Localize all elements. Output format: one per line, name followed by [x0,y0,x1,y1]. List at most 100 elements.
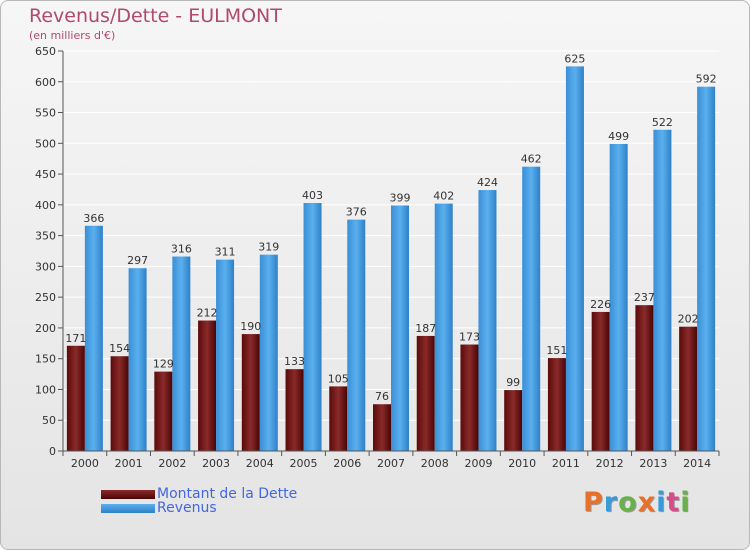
bar-debt [66,345,85,451]
bar-debt [591,311,610,451]
bar-revenus [697,86,716,451]
data-label-debt: 187 [415,322,436,335]
bar-debt [679,326,698,451]
x-tick-label: 2004 [246,457,274,470]
data-label-revenus: 403 [302,189,323,202]
data-label-debt: 226 [590,298,611,311]
y-tick-label: 350 [35,230,56,243]
data-label-revenus: 319 [258,241,279,254]
chart-title: Revenus/Dette - EULMONT [29,5,282,27]
bar-debt [285,369,304,451]
y-tick-label: 400 [35,199,56,212]
y-tick-label: 100 [35,383,56,396]
data-label-debt: 105 [328,372,349,385]
data-label-revenus: 399 [390,191,411,204]
data-label-revenus: 297 [127,254,148,267]
legend-label-debt: Montant de la Dette [157,486,298,502]
x-tick-label: 2005 [290,457,318,470]
bar-revenus [391,205,409,451]
x-tick-label: 2012 [596,457,624,470]
bar-debt [373,404,391,451]
bar-revenus [478,190,497,452]
bar-revenus [565,66,584,451]
data-labels: 171 366 154 297 129 316 212 311 190 319 133 403 105 3… [65,52,716,403]
data-label-revenus: 366 [83,212,104,225]
bar-revenus [84,225,103,451]
data-label-revenus: 402 [433,190,454,203]
data-label-debt: 99 [506,376,520,389]
data-label-revenus: 316 [171,243,192,256]
bar-debt [460,344,479,451]
bar-revenus [303,203,322,451]
bar-debt [504,390,523,451]
data-label-debt: 76 [375,390,389,403]
legend-label-revenus: Revenus [157,500,217,516]
data-label-revenus: 424 [477,176,498,189]
x-tick-label: 2002 [158,457,186,470]
legend-item-debt: Montant de la Dette [101,487,297,501]
bar-revenus [216,259,235,451]
bar-debt [241,334,260,451]
x-tick-label: 2001 [115,457,143,470]
y-tick-label: 50 [42,414,56,427]
bar-revenus [347,219,366,451]
data-label-debt: 133 [284,355,305,368]
x-tick-label: 2011 [552,457,580,470]
proxiti-logo: Proxiti [583,487,691,518]
data-label-debt: 129 [153,358,174,371]
logo-letter: i [680,487,691,518]
logo-letter: o [618,487,638,518]
data-label-debt: 173 [459,331,480,344]
x-tick-label: 2006 [333,457,361,470]
legend: Montant de la Dette Revenus [101,487,297,515]
data-label-debt: 154 [109,342,130,355]
bar-debt [198,320,217,451]
bar-debt [416,335,435,451]
bar-revenus [128,268,147,451]
axes: 0 50 100 150 200 250 300 350 400 450 500 550 600 650 2… [35,45,720,470]
logo-letter: t [666,487,681,518]
x-tick-label: 2008 [421,457,449,470]
y-tick-label: 500 [35,137,56,150]
bar-debt [635,305,654,451]
data-label-revenus: 376 [346,206,367,219]
y-tick-label: 200 [35,322,56,335]
data-label-debt: 237 [634,291,655,304]
data-label-revenus: 592 [696,73,717,86]
x-tick-label: 2010 [508,457,536,470]
bar-debt [110,356,129,451]
data-label-revenus: 462 [521,153,542,166]
data-label-debt: 202 [678,313,699,326]
y-tick-label: 250 [35,291,56,304]
bar-revenus [522,166,541,451]
bar-debt [547,358,566,451]
logo-letter: x [637,487,657,518]
y-tick-label: 650 [35,45,56,58]
y-tick-label: 0 [49,445,56,458]
y-tick-label: 600 [35,76,56,89]
y-tick-label: 450 [35,168,56,181]
chart-subtitle: (en milliers d'€) [29,29,116,42]
data-label-revenus: 625 [564,52,585,65]
bar-debt [154,371,173,451]
data-label-debt: 151 [546,344,567,357]
bar-debt [329,386,348,451]
data-label-revenus: 499 [608,130,629,143]
bar-revenus [653,129,672,451]
legend-swatch-debt [101,489,155,499]
data-label-debt: 212 [197,307,218,320]
data-label-revenus: 522 [652,116,673,129]
x-tick-label: 2000 [71,457,99,470]
logo-letter: i [656,487,667,518]
legend-item-revenus: Revenus [101,501,297,515]
logo-letter: r [603,487,619,518]
bar-revenus [172,256,191,451]
x-tick-label: 2009 [464,457,492,470]
bar-revenus [609,143,628,451]
bars [66,66,716,452]
data-label-revenus: 311 [215,246,236,259]
bar-revenus [259,254,278,451]
x-tick-label: 2003 [202,457,230,470]
